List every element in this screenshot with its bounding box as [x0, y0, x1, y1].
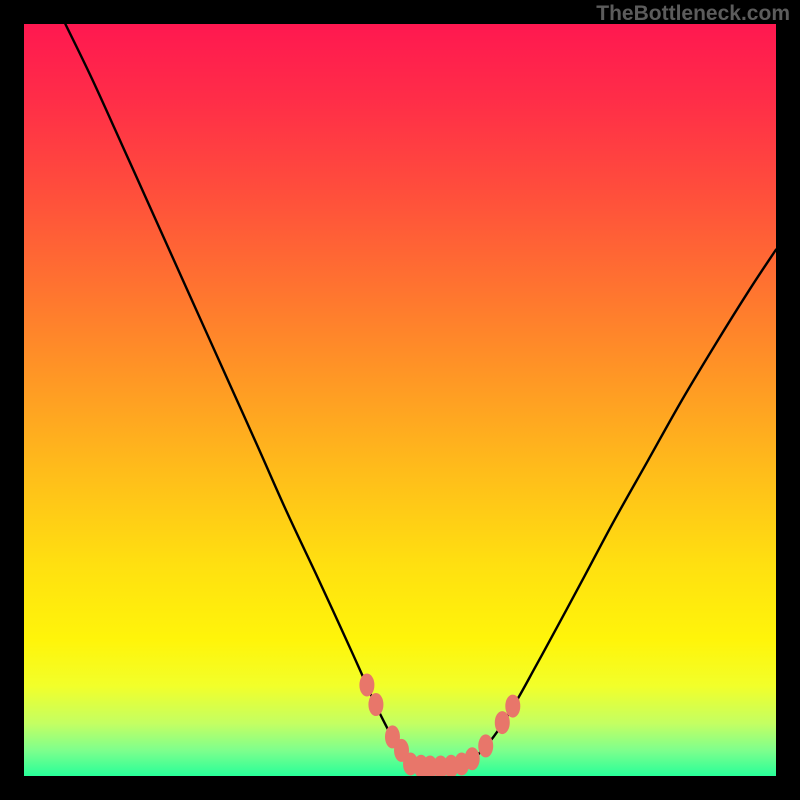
curve-marker: [369, 694, 383, 716]
watermark-text: TheBottleneck.com: [596, 2, 790, 26]
plot-area: [24, 24, 776, 776]
curve-marker: [479, 735, 493, 757]
curve-marker: [360, 674, 374, 696]
curve-marker: [495, 712, 509, 734]
bottleneck-chart: [24, 24, 776, 776]
gradient-background: [24, 24, 776, 776]
chart-frame: TheBottleneck.com: [0, 0, 800, 800]
curve-marker: [506, 695, 520, 717]
curve-marker: [465, 748, 479, 770]
